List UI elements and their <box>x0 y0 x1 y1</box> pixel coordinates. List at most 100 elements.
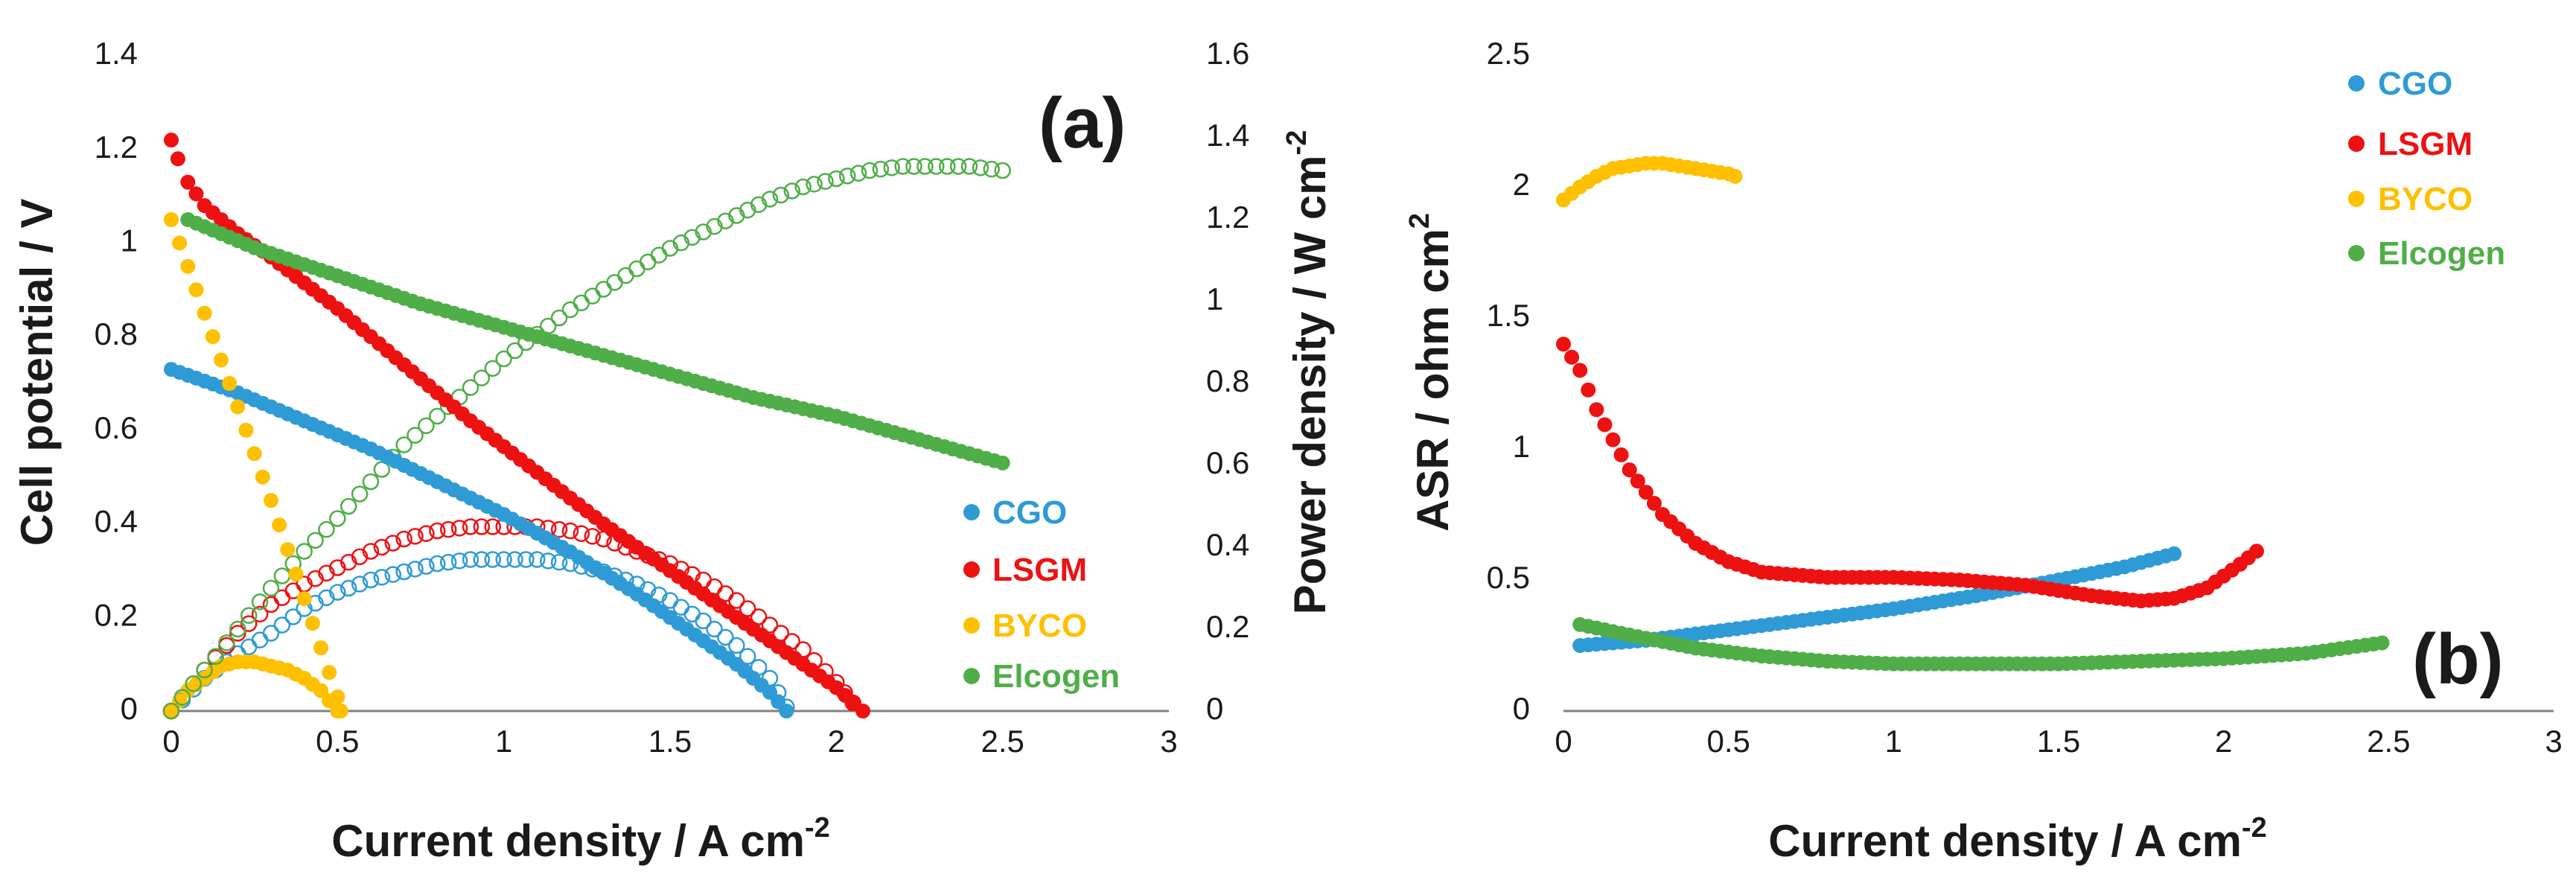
chart-a-x-tick-0: 0 <box>162 724 179 759</box>
chart-a-power-lsgm-point <box>595 530 612 548</box>
chart-a-voltage-byco-point <box>214 352 229 368</box>
chart-a-power-elcogen-point <box>794 178 812 196</box>
chart-a-power-elcogen-point <box>273 567 291 584</box>
chart-b-x-tick-3: 1.5 <box>2037 724 2080 759</box>
chart-a-power-lsgm-point <box>550 520 568 538</box>
chart-a-power-cgo-point <box>439 553 457 571</box>
chart-a-y2-tick-8: 1.6 <box>1206 36 1249 71</box>
chart-a-power-cgo-point <box>683 605 701 623</box>
chart-a-power-elcogen-point <box>162 702 180 720</box>
chart-a-power-elcogen-point <box>828 170 845 188</box>
chart-b-asr-lsgm-point <box>1638 485 1654 500</box>
chart-a-voltage-byco-point <box>246 446 262 462</box>
chart-a-power-lsgm-point <box>450 520 468 537</box>
chart-a-power-cgo-point <box>717 628 734 646</box>
chart-a-x-tick-6: 3 <box>1160 724 1177 759</box>
chart-a-x-tick-5: 2.5 <box>981 724 1024 759</box>
chart-b-y-tick-2: 1 <box>1513 429 1530 464</box>
chart-a-power-elcogen-point <box>817 173 834 190</box>
chart-a-voltage-byco-point <box>305 616 320 631</box>
chart-a-y2-tick-7: 1.4 <box>1206 118 1249 153</box>
chart-a-power-lsgm-point <box>384 535 402 552</box>
chart-a-voltage-byco-point <box>313 640 328 656</box>
chart-a-y-tick-1: 0.2 <box>95 597 138 632</box>
chart-a-power-lsgm-point <box>761 616 779 634</box>
chart-a-voltage-byco-point <box>280 542 296 558</box>
chart-a-x-ticks: 0 0.5 1 1.5 2 2.5 3 <box>162 724 1177 759</box>
chart-a-y2-tick-2: 0.4 <box>1206 527 1249 562</box>
chart-a-legend-marker-elcogen <box>963 668 980 684</box>
chart-b-asr-lsgm-point <box>1564 349 1580 365</box>
chart-a-y-ticks: 0 0.2 0.4 0.6 0.8 1 1.2 1.4 <box>95 36 138 726</box>
chart-a-power-elcogen-point <box>473 369 491 386</box>
chart-a-power-elcogen-point <box>972 159 989 176</box>
chart-a: 0 0.5 1 1.5 2 2.5 3 00.20.40.60.811.21.4 00.20… <box>12 36 1335 866</box>
chart-b-asr-lsgm-point <box>1572 363 1588 378</box>
chart-a-power-elcogen-point <box>761 191 779 208</box>
chart-a-power-elcogen-point <box>595 281 612 298</box>
chart-a-power-lsgm-point <box>251 605 269 623</box>
chart-a-power-cgo-point <box>539 552 557 570</box>
chart-b-asr-elcogen-point <box>2374 635 2390 651</box>
chart-a-power-cgo-point <box>473 551 491 568</box>
chart-a-power-lsgm-point <box>739 600 756 617</box>
chart-a-power-lsgm-point <box>573 525 590 542</box>
chart-b-asr-lsgm-point <box>1581 382 1596 398</box>
chart-a-power-elcogen-point <box>849 165 867 182</box>
chart-a-voltage-byco-point <box>296 591 312 607</box>
chart-b-x-tick-1: 0.5 <box>1706 724 1750 759</box>
chart-a-y2-label: Power density / W cm-2 <box>1281 130 1335 615</box>
chart-a-power-cgo-point <box>373 569 391 586</box>
chart-a-power-byco-point <box>164 704 179 718</box>
chart-b-legend-marker-lsgm <box>2348 136 2365 152</box>
chart-a-power-elcogen-point <box>994 162 1011 179</box>
chart-a-power-cgo-point <box>672 599 690 616</box>
chart-b-y-tick-4: 2 <box>1513 167 1530 202</box>
chart-a-voltage-byco-point <box>238 422 254 438</box>
chart-a-power-elcogen-point <box>362 473 380 491</box>
chart-b-y-tick-1: 0.5 <box>1487 560 1530 595</box>
chart-a-power-cgo-point <box>284 608 302 625</box>
chart-a-power-elcogen-point <box>329 510 346 527</box>
chart-a-power-cgo-point <box>384 566 402 583</box>
chart-a-power-elcogen-point <box>628 260 645 278</box>
chart-b-asr-cgo-point <box>2167 546 2182 561</box>
chart-a-y-tick-5: 1 <box>121 223 138 258</box>
chart-b-x-tick-6: 3 <box>2545 724 2562 759</box>
chart-a-power-elcogen-point <box>207 648 224 665</box>
chart-a-power-elcogen-point <box>550 309 568 327</box>
chart-b-asr-byco-point <box>1727 168 1743 184</box>
chart-a-voltage-byco-point <box>230 399 246 415</box>
chart-a-voltage-byco-point <box>288 567 304 582</box>
chart-b-x-tick-5: 2.5 <box>2367 724 2410 759</box>
chart-a-power-elcogen-point <box>307 532 324 549</box>
chart-a-power-cgo-point <box>339 579 357 597</box>
chart-a-power-elcogen-point <box>905 158 922 175</box>
chart-a-y2-tick-6: 1.2 <box>1206 200 1249 235</box>
chart-a-y2-tick-4: 0.8 <box>1206 363 1249 398</box>
chart-b-asr-lsgm-point <box>1605 432 1621 447</box>
chart-a-x-tick-4: 2 <box>828 724 845 759</box>
chart-a-voltage-byco-point <box>222 376 237 391</box>
chart-b: 0 0.5 1 1.5 2 2.5 3 0 0.5 1 1.5 2 2.5 Current densi… <box>1404 36 2563 866</box>
chart-b-legend-elcogen: Elcogen <box>2378 235 2505 272</box>
chart-a-power-cgo-point <box>728 637 745 654</box>
chart-a-power-cgo-point <box>251 631 269 648</box>
chart-a-y2-tick-1: 0.2 <box>1206 609 1249 644</box>
chart-a-power-lsgm-point <box>262 596 280 613</box>
chart-b-asr-lsgm-point <box>1556 337 1571 352</box>
chart-a-power-lsgm-point <box>584 528 602 545</box>
chart-a-power-elcogen-point <box>916 158 934 175</box>
chart-b-panel-label: (b) <box>2412 619 2504 699</box>
chart-b-asr-lsgm-point <box>1613 447 1629 462</box>
chart-b-legend-marker-byco <box>2348 191 2365 207</box>
chart-a-voltage-lsgm-point <box>164 133 179 148</box>
chart-a-power-cgo-point <box>450 552 468 570</box>
chart-a-power-cgo-point <box>462 551 479 568</box>
chart-b-y-tick-5: 2.5 <box>1487 36 1530 71</box>
chart-b-y-tick-3: 1.5 <box>1487 298 1530 333</box>
chart-b-asr-lsgm-point <box>1622 462 1637 478</box>
chart-a-voltage-byco-point <box>164 212 179 227</box>
chart-a-power-elcogen-point <box>251 593 269 611</box>
chart-b-x-ticks: 0 0.5 1 1.5 2 2.5 3 <box>1555 724 2562 759</box>
